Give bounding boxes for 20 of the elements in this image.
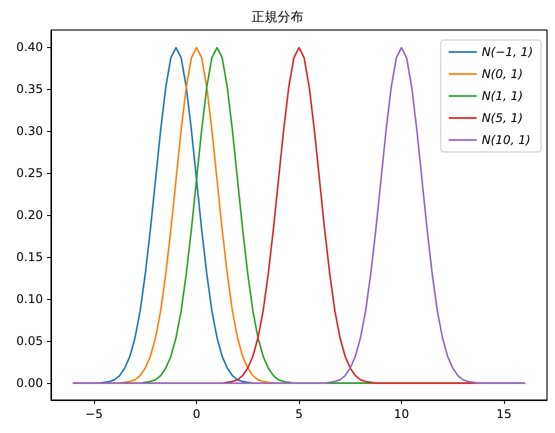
legend-label: N(1, 1) (482, 89, 523, 103)
x-tick-label: 5 (295, 407, 303, 421)
x-tick-label: 15 (496, 407, 512, 421)
x-tick-label: 0 (192, 407, 200, 421)
x-tick-label: 10 (394, 407, 410, 421)
legend-label: N(0, 1) (482, 67, 523, 81)
legend-label: N(10, 1) (482, 133, 531, 147)
y-tick-label: 0.00 (16, 376, 43, 390)
y-tick-label: 0.05 (16, 334, 43, 348)
y-tick-label: 0.20 (16, 208, 43, 222)
y-tick-label: 0.25 (16, 166, 43, 180)
y-tick-label: 0.10 (16, 292, 43, 306)
legend-label: N(5, 1) (482, 111, 523, 125)
y-tick-label: 0.30 (16, 124, 43, 138)
x-tick-label: −5 (85, 407, 103, 421)
chart-title: 正規分布 (252, 10, 304, 25)
y-tick-label: 0.40 (16, 40, 43, 54)
y-tick-label: 0.15 (16, 250, 43, 264)
y-tick-label: 0.35 (16, 82, 43, 96)
legend-label: N(−1, 1) (482, 45, 534, 59)
